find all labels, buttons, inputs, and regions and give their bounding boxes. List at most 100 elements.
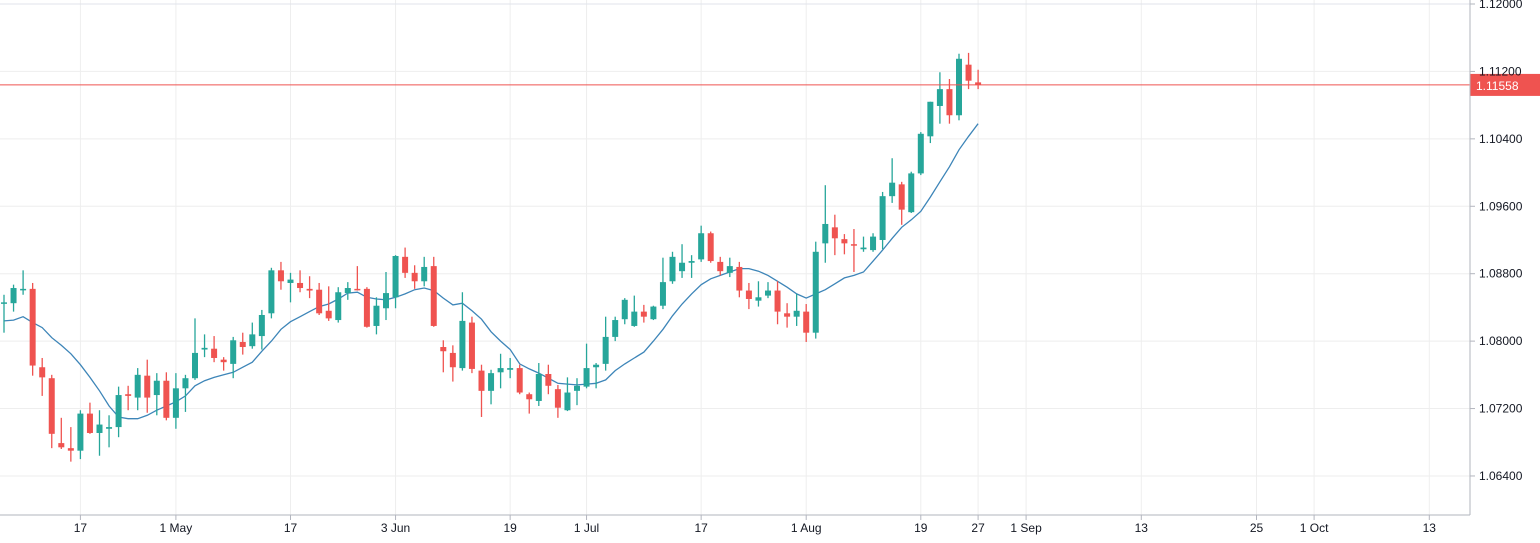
candle-body <box>86 413 93 433</box>
candle <box>679 244 686 278</box>
candle-body <box>717 261 724 272</box>
candle-body <box>583 368 590 387</box>
grid <box>0 0 1470 515</box>
candle <box>77 410 84 460</box>
candle <box>736 261 743 298</box>
candle <box>172 373 179 429</box>
candle-body <box>383 293 389 309</box>
candle <box>239 332 246 355</box>
candle-body <box>449 352 456 368</box>
candle <box>163 372 170 421</box>
x-tick-label: 1 Aug <box>791 521 822 535</box>
candle-body <box>153 380 160 396</box>
candle-body <box>459 320 466 369</box>
candle <box>268 267 275 319</box>
y-tick-label: 1.11200 <box>1479 64 1522 78</box>
candle-body <box>192 352 198 379</box>
candle <box>373 297 380 335</box>
candle <box>726 257 733 278</box>
candle-body <box>803 311 810 333</box>
candle <box>125 385 132 411</box>
candle <box>201 334 208 358</box>
candle <box>822 185 829 263</box>
candle <box>440 340 447 373</box>
candle <box>831 214 838 256</box>
candle <box>717 256 724 276</box>
candle <box>583 343 590 389</box>
candle <box>631 295 638 327</box>
candle <box>927 101 934 144</box>
candle <box>20 270 27 295</box>
candle-body <box>354 288 361 291</box>
candle-body <box>612 320 619 337</box>
x-tick-label: 1 Sep <box>1010 521 1042 535</box>
candle-body <box>908 173 915 213</box>
candle-body <box>822 223 829 244</box>
candle-body <box>946 89 953 116</box>
candle <box>363 287 370 328</box>
candle <box>488 369 495 405</box>
candle-body <box>889 182 896 197</box>
candle-body <box>602 336 609 364</box>
candle <box>593 363 600 389</box>
candle-body <box>745 290 752 299</box>
candle <box>192 318 198 380</box>
candle <box>115 386 122 438</box>
x-tick-label: 25 <box>1250 521 1264 535</box>
candle-body <box>144 375 151 398</box>
candle-body <box>774 290 781 312</box>
candle-body <box>870 236 877 251</box>
candle <box>574 378 580 406</box>
candle-body <box>172 388 179 418</box>
candle-body <box>10 288 17 304</box>
candle-body <box>831 227 838 239</box>
candle <box>946 79 953 124</box>
candle <box>707 231 714 263</box>
candle <box>554 384 561 418</box>
candle <box>889 158 896 203</box>
y-tick-label: 1.08800 <box>1479 267 1523 281</box>
y-tick-label: 1.08000 <box>1479 334 1523 348</box>
candle-body <box>77 413 84 451</box>
candle <box>29 282 36 376</box>
x-tick-label: 13 <box>1423 521 1437 535</box>
candle <box>497 353 504 389</box>
candle <box>354 266 361 291</box>
candle <box>784 303 791 328</box>
candle-body <box>335 292 342 321</box>
candle-body <box>965 64 972 81</box>
candle-body <box>421 266 428 282</box>
candle-body <box>726 266 733 273</box>
candle <box>745 282 752 310</box>
candle-body <box>850 244 857 246</box>
candle-body <box>793 310 800 317</box>
current-price-badge <box>1470 73 1540 96</box>
candle <box>86 402 93 434</box>
x-tick-label: 1 May <box>160 521 193 535</box>
x-tick-label: 17 <box>694 521 708 535</box>
candle-body <box>258 314 265 337</box>
x-tick-label: 17 <box>284 521 298 535</box>
candle <box>669 251 676 284</box>
candle-body <box>736 266 743 291</box>
candle <box>325 286 332 321</box>
x-tick-label: 19 <box>503 521 517 535</box>
candle <box>526 392 533 414</box>
candle <box>602 316 609 371</box>
candle-body <box>755 297 762 301</box>
candle-body <box>927 101 934 137</box>
candle <box>650 305 657 321</box>
candle <box>936 72 943 124</box>
y-tick-label: 1.09600 <box>1479 199 1523 213</box>
candle-body <box>659 282 666 306</box>
y-tick-label: 1.07200 <box>1479 402 1523 416</box>
candle <box>879 191 886 250</box>
candle-body <box>516 368 523 393</box>
candle-body <box>860 247 867 250</box>
candle <box>812 241 819 339</box>
candle-body <box>841 239 848 244</box>
candle <box>507 357 514 379</box>
candle <box>535 363 542 407</box>
candle <box>297 270 304 293</box>
